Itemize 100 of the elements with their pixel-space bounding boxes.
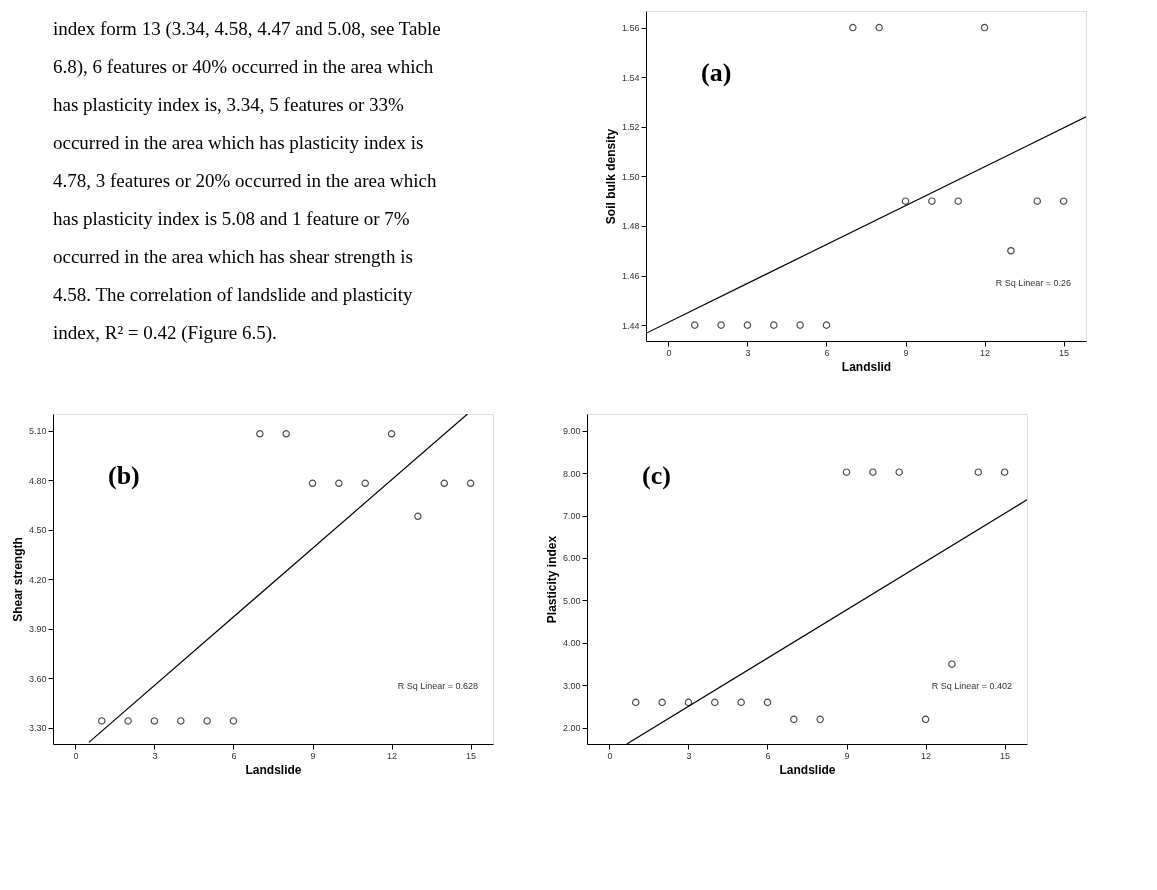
- annotation: (b): [108, 461, 140, 490]
- point: [335, 479, 343, 488]
- y-axis-title: Plasticity index: [544, 535, 559, 624]
- point: [816, 715, 824, 724]
- point: [875, 23, 883, 32]
- y-tick-label: 9.00: [562, 426, 581, 437]
- point: [1033, 197, 1042, 205]
- y-tick-label: 3.60: [28, 673, 47, 684]
- text: index, R² = 0.42 (Figure 6.5).: [53, 322, 277, 344]
- y-tick-label: 6.00: [562, 553, 581, 564]
- x-tick-label: 12: [387, 750, 398, 761]
- point: [842, 468, 851, 476]
- x-tick-label: 15: [466, 750, 477, 761]
- text: has plasticity index is, 3.34, 5 features or 33%: [53, 94, 405, 115]
- point: [203, 717, 211, 725]
- y-tick-label: 1.50: [621, 171, 640, 182]
- point: [414, 512, 422, 521]
- x-axis-title: Landslide: [779, 762, 836, 777]
- point: [849, 23, 857, 32]
- text: 4.78, 3 features or 20% occurred in the area which: [53, 170, 438, 191]
- point: [928, 197, 936, 205]
- x-tick-label: 0: [73, 750, 79, 761]
- y-tick-label: 1.56: [621, 23, 640, 34]
- x-tick-label: 15: [1000, 750, 1011, 761]
- x-tick-label: 3: [686, 750, 692, 761]
- text: occurred in the area which has plasticity index is: [53, 132, 424, 153]
- x-tick-label: 0: [607, 750, 613, 761]
- x-tick-label: 6: [231, 750, 237, 761]
- text: has plasticity index is 5.08 and 1 feature or 7%: [53, 208, 410, 229]
- point: [1007, 247, 1015, 255]
- point: [229, 717, 238, 725]
- point: [743, 321, 752, 329]
- text: occurred in the area which has shear strength is: [53, 246, 413, 267]
- y-axis-title: Soil bulk density: [603, 128, 618, 225]
- x-tick-label: 12: [921, 750, 932, 761]
- point: [711, 698, 719, 707]
- y-tick-label: 5.10: [28, 426, 47, 436]
- point: [954, 197, 962, 205]
- y-tick-label: 4.50: [28, 525, 47, 535]
- point: [387, 430, 396, 438]
- point: [631, 698, 640, 707]
- annotation: R Sq Linear = 0.26: [995, 278, 1071, 288]
- x-tick-label: 9: [903, 347, 909, 358]
- point: [737, 698, 745, 707]
- y-tick-label: 4.00: [562, 638, 581, 649]
- x-tick-label: 9: [310, 750, 316, 761]
- point: [790, 715, 798, 724]
- x-axis-title: Landslid: [841, 359, 892, 374]
- point: [796, 321, 804, 329]
- text: 6.8), 6 features or 40% occurred in the area which: [53, 56, 434, 78]
- x-tick-label: 0: [666, 347, 672, 358]
- annotation: (a): [701, 58, 732, 87]
- point: [717, 321, 725, 329]
- y-tick-label: 5.00: [562, 595, 581, 606]
- point: [256, 430, 264, 438]
- point: [822, 321, 831, 329]
- text: 4.58. The correlation of landslide and plasticity: [53, 284, 413, 305]
- point: [124, 717, 132, 725]
- y-tick-label: 3.90: [28, 624, 47, 634]
- text: index form 13 (3.34, 4.58, 4.47 and 5.08, see Table: [53, 18, 441, 40]
- y-tick-label: 1.54: [621, 72, 640, 83]
- y-axis-title: Shear strength: [10, 537, 25, 622]
- point: [763, 698, 772, 707]
- y-tick-label: 3.30: [28, 723, 47, 733]
- y-tick-label: 2.00: [562, 723, 581, 734]
- y-tick-label: 8.00: [562, 468, 581, 479]
- x-tick-label: 15: [1059, 347, 1070, 358]
- x-tick-label: 9: [844, 750, 850, 761]
- x-tick-label: 3: [745, 347, 751, 358]
- point: [1059, 197, 1068, 205]
- x-axis-title: Landslide: [245, 762, 302, 777]
- y-tick-label: 4.20: [28, 574, 47, 585]
- x-tick-label: 3: [152, 750, 158, 761]
- point: [150, 717, 159, 725]
- point: [308, 479, 317, 488]
- point: [1000, 468, 1009, 476]
- point: [974, 468, 983, 476]
- point: [948, 660, 956, 668]
- point: [282, 430, 290, 438]
- point: [895, 468, 903, 476]
- y-tick-label: 7.00: [562, 511, 581, 522]
- point: [361, 479, 369, 488]
- y-tick-label: 1.52: [621, 122, 640, 133]
- point: [901, 197, 910, 205]
- point: [770, 321, 778, 329]
- point: [177, 717, 185, 725]
- annotation: R Sq Linear = 0.628: [397, 681, 478, 691]
- point: [440, 479, 449, 488]
- point: [921, 715, 930, 724]
- y-tick-label: 1.46: [621, 271, 640, 282]
- y-tick-label: 3.00: [562, 680, 581, 691]
- y-tick-label: 1.44: [621, 320, 640, 331]
- annotation: R Sq Linear = 0.402: [931, 681, 1012, 691]
- point: [869, 468, 877, 476]
- annotation: (c): [642, 461, 671, 490]
- point: [980, 23, 989, 32]
- x-tick-label: 12: [980, 347, 991, 358]
- x-tick-label: 6: [824, 347, 830, 358]
- point: [658, 698, 666, 707]
- y-tick-label: 1.48: [621, 221, 640, 232]
